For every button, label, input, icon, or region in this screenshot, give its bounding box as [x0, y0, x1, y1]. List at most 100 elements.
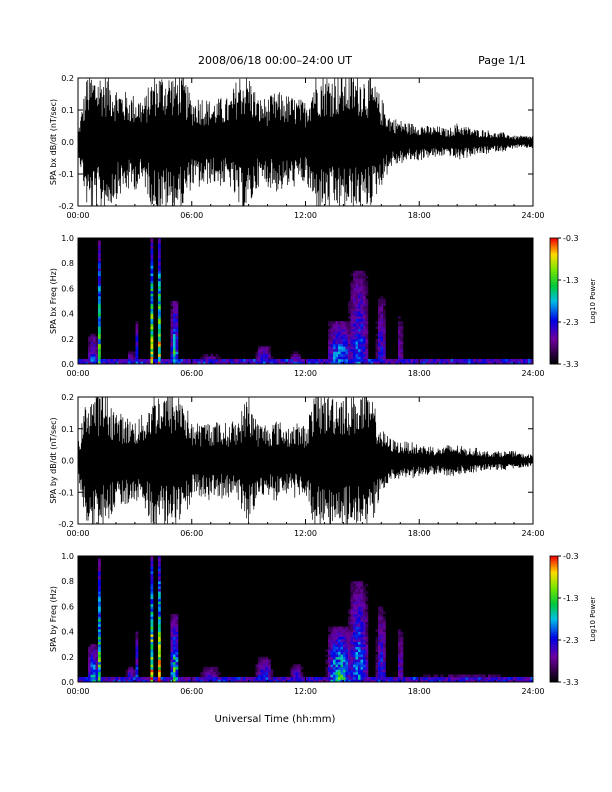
panel-by-spectrogram-cell: [158, 611, 161, 615]
panel-bx-spectrogram-cell: [400, 341, 404, 345]
panel-bx-spectrogram-cell: [88, 356, 91, 360]
panel-by-spectrogram-cell: [338, 626, 341, 630]
panel-bx-spectrogram-cell: [503, 358, 506, 362]
panel-bx-spectrogram-cell: [95, 348, 99, 352]
panel-by-spectrogram-cell: [390, 679, 394, 683]
panel-by-spectrogram-cell: [150, 634, 154, 637]
panel-bx-spectrogram-cell: [265, 348, 269, 352]
panel-by-spectrogram-cell: [353, 639, 356, 642]
panel-by-spectrogram-cell: [98, 636, 101, 640]
panel-bx-spectrogram-cell: [358, 341, 361, 345]
panel-bx-spectrogram-cell: [345, 333, 349, 337]
panel-bx-spectrogram-cell: [428, 358, 431, 362]
panel-by-spectrogram-cell: [383, 646, 386, 650]
panel-bx-spectrogram-cell: [383, 341, 386, 345]
panel-bx-spectrogram-cell: [150, 331, 154, 335]
panel-by-spectrogram-cell: [350, 674, 354, 678]
panel-bx-spectrogram-cell: [363, 343, 366, 347]
panel-bx-spectrogram-cell: [398, 343, 401, 347]
panel-by-spectrogram-cell: [400, 649, 404, 653]
panel-by-spectrogram-cell: [98, 624, 101, 627]
panel-bx-spectrogram-cell: [83, 358, 86, 362]
panel-bx-spectrogram-cell: [328, 328, 331, 332]
panel-bx-spectrogram-cell: [158, 295, 161, 299]
panel-by-spectrogram-colorbar-step: [550, 625, 558, 628]
panel-by-spectrogram-cell: [130, 669, 134, 673]
panel-by-spectrogram-cell: [355, 601, 359, 605]
panel-by-spectrogram-cell: [375, 661, 379, 665]
panel-bx-spectrogram-cell: [400, 358, 404, 362]
panel-bx-spectrogram-cell: [225, 361, 229, 365]
panel-by-spectrogram-cell: [353, 664, 356, 668]
panel-bx-spectrogram-cell: [258, 346, 261, 350]
panel-bx-spectrogram-cell: [353, 323, 356, 327]
panel-bx-spectrogram-cell: [98, 358, 101, 362]
panel-by-spectrogram-cell: [350, 601, 354, 605]
panel-by-spectrogram-cell: [468, 674, 471, 678]
panel-bx-spectrogram-cell: [383, 358, 386, 362]
panel-by-spectrogram-cell: [360, 659, 364, 663]
panel-by-spectrogram-cell: [328, 634, 331, 637]
panel-bx-spectrogram-cell: [365, 326, 369, 330]
panel-by-spectrogram-cell: [255, 664, 259, 668]
panel-bx-spectrogram-cell: [260, 346, 264, 350]
panel-bx-spectrogram-cell: [208, 361, 211, 365]
panel-by-spectrogram-cell: [463, 674, 466, 678]
panel-by-spectrogram-cell: [448, 674, 451, 678]
panel-by-spectrogram-cell: [150, 558, 154, 562]
panel-by-spectrogram-cell: [98, 576, 101, 579]
panel-by-spectrogram-colorbar-step: [550, 650, 558, 653]
panel-by-spectrogram-cell: [335, 651, 339, 655]
panel-by-spectrogram-cell: [363, 679, 366, 683]
panel-bx-spectrogram-cell: [333, 361, 336, 365]
panel-bx-spectrogram-cell: [363, 361, 366, 365]
panel-by-spectrogram-cell: [355, 666, 359, 670]
panel-bx-spectrogram-cell: [260, 351, 264, 355]
panel-bx-spectrogram-cell: [158, 243, 161, 246]
panel-bx-spectrogram-cell: [358, 346, 361, 350]
panel-by-spectrogram-cell: [135, 679, 139, 683]
panel-bx-spectrogram-colorbar-step: [550, 322, 558, 325]
panel-by-spectrogram-colorbar-step: [550, 614, 558, 618]
panel-bx-spectrogram-colorbar-step: [550, 261, 558, 264]
panel-bx-spectrogram-cell: [173, 333, 176, 337]
panel-by-spectrogram-cell: [378, 664, 381, 668]
panel-bx-waveform-y-tick-label: 0.2: [61, 74, 74, 83]
panel-bx-spectrogram-cell: [365, 311, 369, 314]
panel-bx-spectrogram-cell: [150, 298, 154, 302]
panel-by-spectrogram-cell: [393, 676, 396, 680]
panel-by-spectrogram-cell: [173, 651, 176, 655]
panel-bx-spectrogram-cells: [78, 238, 534, 365]
panel-by-spectrogram-cell: [158, 613, 161, 617]
panel-by-spectrogram-cell: [205, 674, 209, 678]
panel-bx-spectrogram-cell: [435, 358, 439, 362]
panel-by-spectrogram-cell: [378, 679, 381, 683]
panel-bx-spectrogram-cell: [345, 326, 349, 330]
panel-bx-spectrogram-cell: [298, 356, 301, 360]
panel-bx-waveform-trace: [78, 78, 533, 206]
panel-by-spectrogram-cell: [135, 649, 139, 653]
panel-bx-spectrogram-cell: [295, 361, 299, 365]
panel-by-spectrogram-cell: [363, 626, 366, 630]
panel-by-spectrogram-cell: [93, 674, 96, 678]
panel-by-spectrogram-cell: [150, 649, 154, 653]
panel-by-spectrogram-cell: [360, 644, 364, 648]
panel-by-spectrogram-cell: [348, 679, 351, 683]
panel-by-spectrogram-cell: [383, 661, 386, 665]
panel-by-spectrogram-cell: [378, 619, 381, 622]
panel-bx-spectrogram-cell: [93, 353, 96, 357]
panel-by-spectrogram-cell: [175, 651, 179, 655]
panel-by-spectrogram-colorbar-tick-label: -1.3: [563, 594, 579, 603]
panel-bx-spectrogram-cell: [350, 316, 354, 319]
panel-bx-spectrogram-cell: [330, 331, 334, 335]
panel-bx-spectrogram-cell: [345, 336, 349, 340]
panel-by-spectrogram-cell: [398, 659, 401, 663]
panel-by-spectrogram-cell: [400, 676, 404, 680]
panel-by-spectrogram-cell: [213, 669, 216, 673]
panel-by-spectrogram-cell: [360, 631, 364, 635]
panel-by-spectrogram-cell: [170, 649, 174, 653]
panel-by-spectrogram-cell: [360, 601, 364, 605]
panel-bx-spectrogram-cell: [130, 356, 134, 360]
panel-bx-waveform-y-tick-label: -0.1: [58, 170, 74, 179]
